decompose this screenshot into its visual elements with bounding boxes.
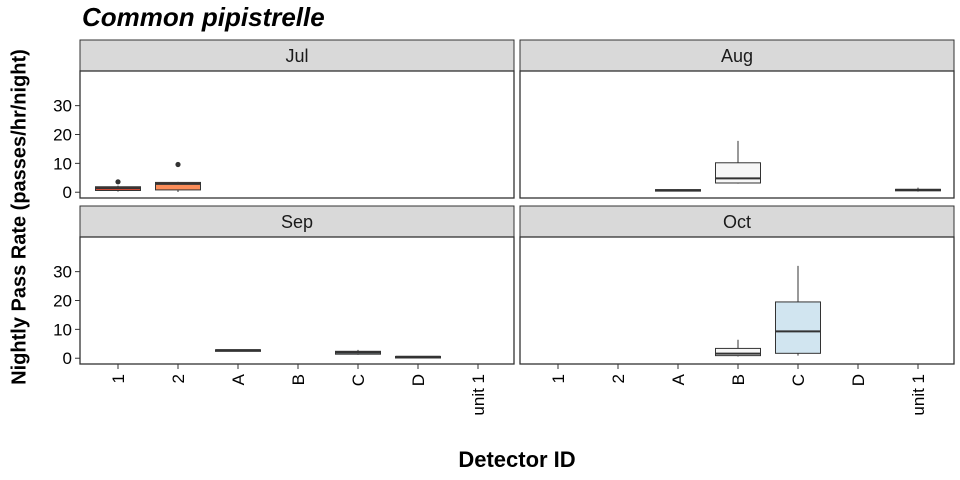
x-tick-label: B — [729, 374, 748, 385]
x-tick-label: 1 — [549, 374, 568, 383]
x-tick-label: unit 1 — [469, 374, 488, 416]
facet-label: Oct — [723, 212, 751, 232]
box-iqr — [715, 162, 761, 184]
x-tick-label: D — [849, 374, 868, 386]
y-tick-label: 20 — [53, 126, 72, 145]
y-tick-label: 0 — [63, 349, 72, 368]
facet-strip — [519, 39, 955, 72]
x-tick-label: 2 — [169, 374, 188, 383]
x-tick-label: A — [669, 373, 688, 385]
facet-label: Jul — [285, 46, 308, 66]
x-tick-label: C — [789, 374, 808, 386]
panel-border — [519, 236, 955, 365]
y-tick-label: 0 — [63, 183, 72, 202]
y-tick-label: 30 — [53, 97, 72, 116]
panel-border — [519, 70, 955, 199]
facet-label: Aug — [721, 46, 753, 66]
facet-label: Sep — [281, 212, 313, 232]
y-tick-label: 10 — [53, 154, 72, 173]
y-tick-label: 30 — [53, 263, 72, 282]
outlier-point — [115, 179, 121, 185]
y-tick-label: 10 — [53, 320, 72, 339]
chart-title: Common pipistrelle — [82, 2, 325, 32]
x-tick-label: C — [349, 374, 368, 386]
y-tick-label: 20 — [53, 292, 72, 311]
box-iqr — [715, 347, 761, 357]
x-axis-label: Detector ID — [458, 447, 576, 472]
x-tick-label: 2 — [609, 374, 628, 383]
x-tick-label: D — [409, 374, 428, 386]
x-tick-label: unit 1 — [909, 374, 928, 416]
box-iqr — [775, 301, 821, 354]
outlier-point — [175, 161, 181, 168]
facet-strip — [519, 205, 955, 238]
panel-border — [79, 70, 515, 199]
box-iqr — [155, 181, 201, 191]
x-tick-label: B — [289, 374, 308, 385]
panel-border — [79, 236, 515, 365]
x-tick-label: A — [229, 373, 248, 385]
x-tick-label: 1 — [109, 374, 128, 383]
